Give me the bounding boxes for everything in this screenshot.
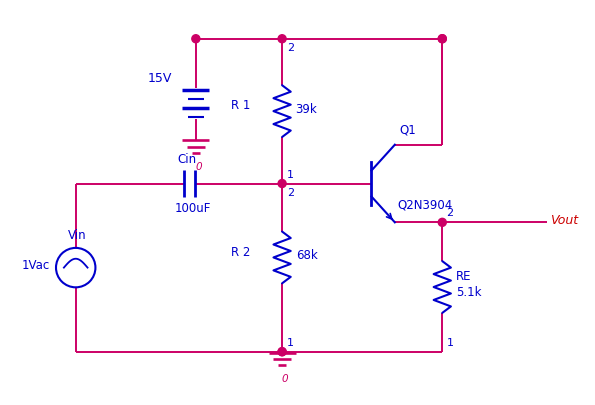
Text: Cin: Cin <box>177 153 196 166</box>
Text: 39k: 39k <box>296 102 317 115</box>
Text: 5.1k: 5.1k <box>456 286 481 299</box>
Text: 2: 2 <box>287 187 294 197</box>
Text: 0: 0 <box>195 161 202 171</box>
Text: 68k: 68k <box>296 248 317 261</box>
Text: Q2N3904: Q2N3904 <box>397 198 453 211</box>
Circle shape <box>278 180 286 188</box>
Circle shape <box>278 348 286 356</box>
Text: 1: 1 <box>287 337 294 347</box>
Text: 2: 2 <box>447 208 454 218</box>
Text: R 2: R 2 <box>231 245 250 258</box>
Text: Vin: Vin <box>68 228 86 241</box>
Text: Q1: Q1 <box>399 123 416 136</box>
Text: Vout: Vout <box>550 214 578 227</box>
Text: 15V: 15V <box>148 72 173 85</box>
Circle shape <box>439 36 446 44</box>
Text: 1: 1 <box>447 337 453 347</box>
Circle shape <box>439 36 446 44</box>
Text: R 1: R 1 <box>231 99 250 112</box>
Text: 0: 0 <box>281 373 288 383</box>
Circle shape <box>278 36 286 44</box>
Text: RE: RE <box>456 270 471 283</box>
Text: 1Vac: 1Vac <box>21 258 50 271</box>
Circle shape <box>278 348 286 356</box>
Text: 100uF: 100uF <box>174 201 211 214</box>
Circle shape <box>192 36 200 44</box>
Text: 2: 2 <box>287 43 294 53</box>
Text: 1: 1 <box>287 169 294 179</box>
Circle shape <box>439 219 446 227</box>
